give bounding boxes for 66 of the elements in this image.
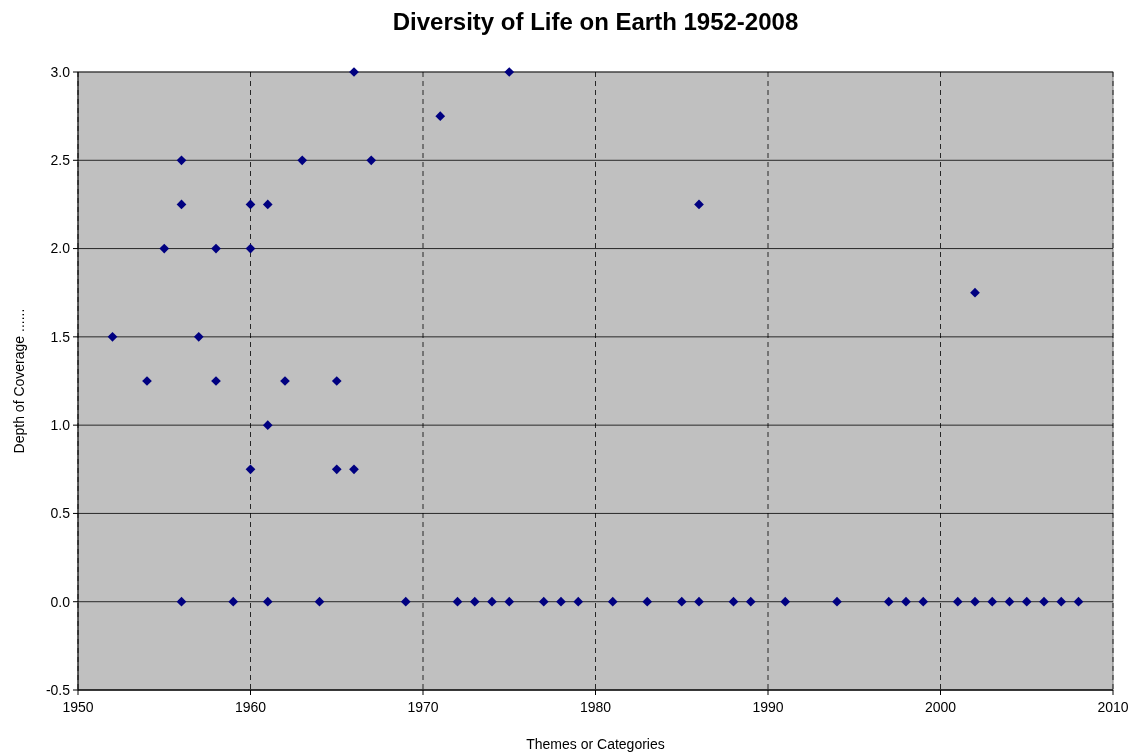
point	[435, 111, 446, 121]
point	[366, 155, 377, 166]
point	[314, 596, 325, 607]
point	[970, 596, 980, 607]
y-tick-label: 0.5	[50, 505, 71, 522]
point	[883, 596, 894, 607]
point	[918, 596, 929, 607]
point	[349, 464, 359, 475]
x-axis-title: Themes or Categories	[526, 736, 665, 752]
point	[262, 199, 273, 210]
point	[159, 243, 170, 254]
point	[176, 596, 187, 607]
point	[504, 596, 515, 607]
y-axis-title: Depth of Coverage ......	[11, 308, 27, 454]
point	[832, 596, 842, 607]
point	[556, 596, 566, 607]
point	[694, 596, 704, 607]
point	[107, 332, 118, 342]
point	[245, 464, 256, 475]
point	[1039, 596, 1049, 607]
point	[331, 464, 342, 475]
point	[297, 155, 308, 166]
x-tick-label: 2000	[924, 699, 957, 715]
point	[469, 596, 480, 607]
x-tick-label: 1980	[579, 699, 612, 715]
point	[970, 287, 980, 298]
point	[676, 596, 687, 607]
point	[573, 596, 584, 607]
x-tick-label: 1990	[752, 699, 784, 715]
point	[452, 596, 463, 607]
y-tick-label: -0.5	[45, 681, 71, 698]
point	[504, 67, 515, 77]
point	[538, 596, 549, 607]
point	[262, 596, 273, 607]
point	[987, 596, 998, 607]
chart-title: Diversity of Life on Earth 1952-2008	[392, 8, 799, 35]
point	[487, 596, 497, 607]
y-tick-label: 0.0	[50, 593, 71, 610]
point	[331, 376, 342, 386]
point	[642, 596, 653, 607]
point	[1021, 596, 1032, 607]
point	[901, 596, 911, 607]
y-tick-label: 1.0	[50, 417, 71, 434]
y-tick-label: 1.5	[50, 328, 71, 345]
y-tick-label: 2.5	[50, 152, 71, 169]
point	[193, 332, 204, 342]
x-tick-label: 1960	[234, 699, 267, 715]
point	[952, 596, 963, 607]
point	[1073, 596, 1084, 607]
point	[780, 596, 791, 607]
point	[211, 243, 221, 254]
x-tick-label: 1950	[62, 699, 94, 715]
point	[1004, 596, 1015, 607]
point	[728, 596, 739, 607]
point	[400, 596, 411, 607]
point	[607, 596, 618, 607]
point	[1056, 596, 1067, 607]
x-tick-label: 2010	[1097, 699, 1129, 715]
y-tick-label: 3.0	[50, 63, 71, 80]
point	[228, 596, 239, 607]
point	[176, 155, 187, 166]
x-tick-label: 1970	[407, 699, 439, 715]
point	[262, 420, 273, 430]
point	[745, 596, 756, 607]
point	[694, 199, 704, 210]
y-tick-label: 2.0	[50, 240, 71, 257]
